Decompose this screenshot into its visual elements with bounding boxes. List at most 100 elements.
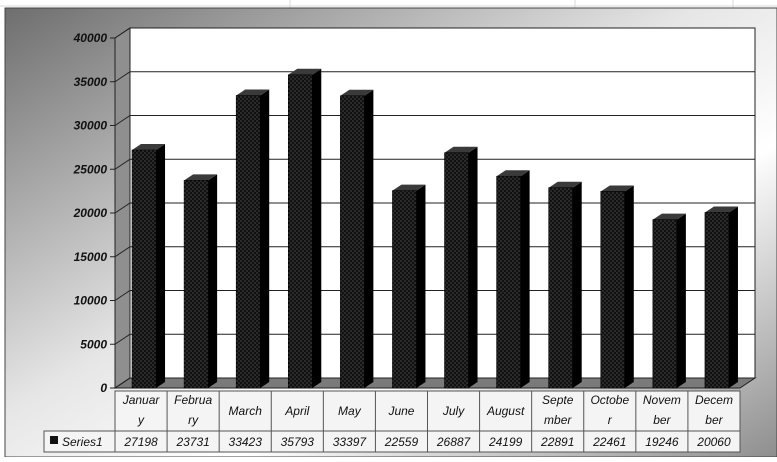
bar-side xyxy=(676,213,686,388)
gridline xyxy=(114,158,755,170)
bar-front xyxy=(183,180,209,389)
bar-top xyxy=(236,89,270,96)
y-tick-label: 40000 xyxy=(73,31,108,45)
category-label-line: Januar xyxy=(122,393,161,407)
category-label-november: Novem ber xyxy=(643,393,681,427)
bar-front xyxy=(548,187,574,389)
bar-front xyxy=(600,191,626,389)
category-label-line: ber xyxy=(653,413,671,427)
bar-front xyxy=(131,149,157,389)
y-tick-label: 15000 xyxy=(74,250,108,264)
category-label-line: Septe xyxy=(542,393,574,407)
value-label-october: 22461 xyxy=(592,435,626,449)
bar-january xyxy=(131,144,166,389)
bar-side xyxy=(416,184,426,388)
category-label-june: June xyxy=(387,404,414,418)
bar-september xyxy=(548,181,582,389)
bar-side xyxy=(624,185,634,388)
plot-area xyxy=(113,27,757,389)
bar-top xyxy=(288,68,322,75)
gridline xyxy=(114,246,755,258)
value-label-may: 33397 xyxy=(333,435,368,449)
bar-side xyxy=(572,181,582,388)
gridline xyxy=(114,202,755,214)
category-label-line: ry xyxy=(188,413,199,427)
bar-front xyxy=(444,152,469,389)
category-label-line: Octobe xyxy=(590,393,629,407)
bar-december xyxy=(704,206,738,389)
value-label-september: 22891 xyxy=(540,435,574,449)
bar-series xyxy=(131,68,738,389)
category-label-line: Novem xyxy=(643,393,681,407)
value-label-december: 20060 xyxy=(696,435,731,449)
value-label-november: 19246 xyxy=(645,435,679,449)
bar-top xyxy=(704,206,738,213)
category-label-line: y xyxy=(137,413,145,427)
bar-october xyxy=(600,185,634,389)
gridline xyxy=(114,333,755,345)
bar-side xyxy=(468,146,478,388)
category-label-august: August xyxy=(486,404,525,418)
category-label-march: March xyxy=(229,404,263,418)
category-label-may: May xyxy=(338,404,362,418)
y-tick-label: 0 xyxy=(100,381,107,395)
bar-front xyxy=(496,175,521,389)
legend-label: Series1 xyxy=(62,435,103,449)
bar-march xyxy=(235,89,270,389)
category-label-line: ber xyxy=(705,413,723,427)
category-label-april: April xyxy=(284,404,309,418)
bar-front xyxy=(235,95,261,389)
bar-top xyxy=(132,144,166,151)
value-label-march: 33423 xyxy=(229,435,263,449)
bar-front xyxy=(704,212,730,389)
y-tick-label: 30000 xyxy=(74,119,108,133)
y-tick-label: 25000 xyxy=(73,162,108,176)
bar-side xyxy=(520,170,530,388)
bar-side xyxy=(728,206,738,388)
legend-key xyxy=(50,436,58,444)
bar-top xyxy=(184,174,218,181)
bar-top xyxy=(548,181,582,188)
bar-february xyxy=(183,174,218,389)
y-tick-label: 35000 xyxy=(74,75,108,89)
y-tick-label: 20000 xyxy=(73,206,108,220)
bar-august xyxy=(496,170,530,389)
category-label-july: July xyxy=(442,404,465,418)
bar-front xyxy=(392,190,417,389)
gridline xyxy=(114,377,755,389)
category-label-october: Octobe r xyxy=(590,393,629,427)
bar-front xyxy=(652,219,678,389)
gridline xyxy=(114,115,755,126)
bar-top xyxy=(340,89,374,96)
bar-april xyxy=(287,68,322,389)
category-label-line: mber xyxy=(544,413,572,427)
bar-top xyxy=(652,213,686,220)
gridline xyxy=(114,71,755,83)
bar-side xyxy=(312,68,322,388)
bar-top xyxy=(444,146,478,153)
bar-front xyxy=(340,95,365,389)
bar-side xyxy=(208,174,218,388)
category-label-december: Decem ber xyxy=(695,393,733,427)
category-label-line: Februa xyxy=(174,393,212,407)
bar-front xyxy=(287,74,313,389)
value-label-april: 35793 xyxy=(281,435,315,449)
value-label-january: 27198 xyxy=(123,435,158,449)
value-label-june: 22559 xyxy=(384,435,419,449)
data-table: Januar y 27198 Februa ry 23731 March 33423 April… xyxy=(43,390,741,453)
bar-side xyxy=(260,89,270,388)
category-label-january: Januar y xyxy=(122,393,161,427)
bar-side xyxy=(156,144,166,388)
bar-june xyxy=(392,184,426,389)
category-label-line: Decem xyxy=(695,393,733,407)
y-axis: 0 5000 10000 15000 20000 25000 30000 35000 40000 xyxy=(73,31,116,395)
y-tick-label: 10000 xyxy=(74,294,108,308)
bar-november xyxy=(652,213,686,389)
value-label-july: 26887 xyxy=(436,435,472,449)
gridline xyxy=(114,27,755,39)
value-label-february: 23731 xyxy=(175,435,209,449)
bar-july xyxy=(444,146,478,389)
bar-top xyxy=(600,185,634,192)
